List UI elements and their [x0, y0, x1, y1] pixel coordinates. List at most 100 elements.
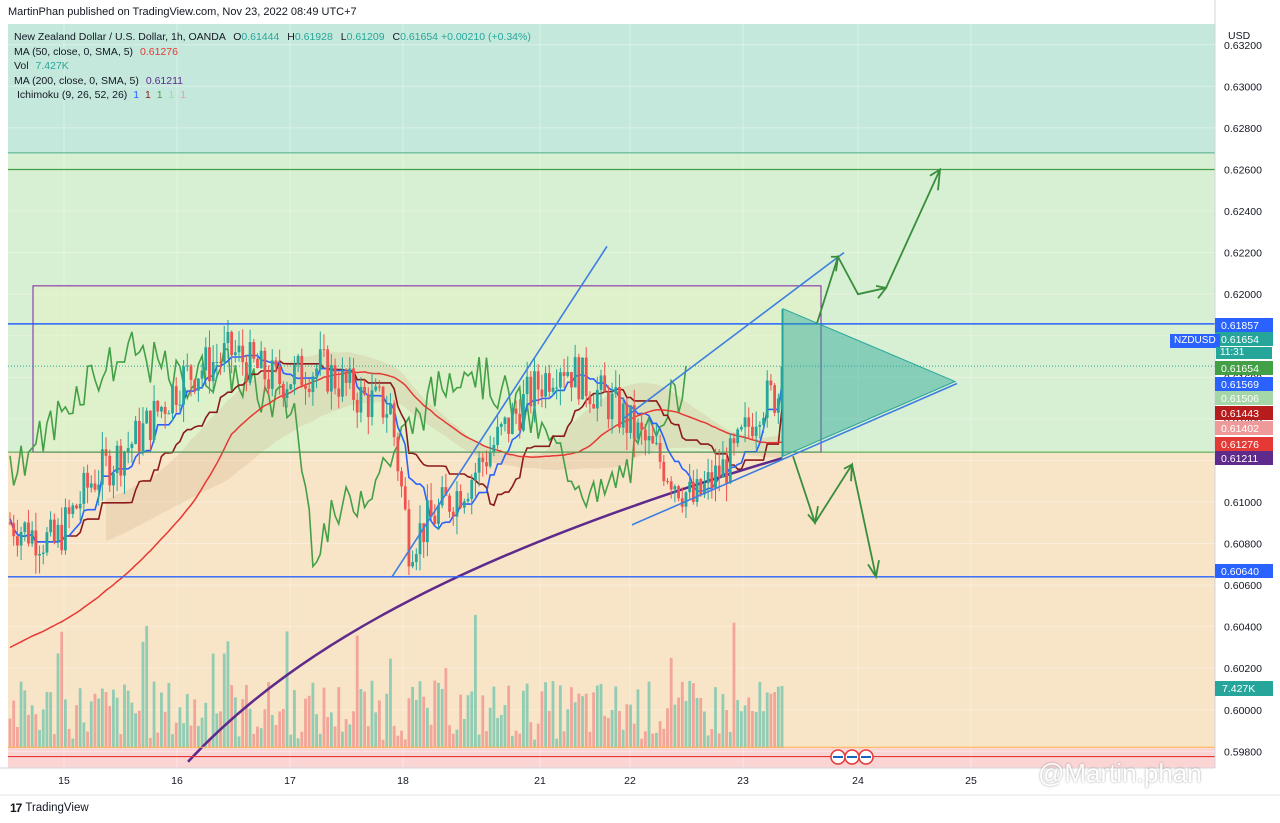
candle-body: [725, 459, 728, 484]
candle-body: [629, 405, 632, 433]
volume-bar: [23, 690, 27, 748]
volume-bar: [134, 713, 137, 748]
volume-bar: [167, 682, 171, 748]
x-tick-label: 18: [397, 775, 409, 787]
candle-body: [355, 399, 359, 413]
candle-body: [23, 522, 27, 533]
candle-body: [610, 393, 614, 420]
volume-bar: [112, 689, 115, 748]
candle-body: [403, 486, 407, 510]
volume-bar: [270, 714, 274, 748]
candle-body: [256, 358, 259, 369]
volume-bar: [222, 653, 226, 748]
tradingview-logo[interactable]: 17 TradingView: [10, 801, 89, 815]
legend-vol-row[interactable]: Vol 7.427K: [14, 59, 531, 74]
candle-body: [267, 379, 270, 389]
volume-bar: [429, 724, 433, 748]
volume-bar: [455, 729, 459, 748]
volume-bar: [584, 693, 588, 748]
volume-bar: [64, 699, 67, 748]
candle-body: [49, 519, 53, 533]
volume-bar: [19, 681, 23, 748]
legend-ma200-row[interactable]: MA (200, close, 0, SMA, 5) 0.61211: [14, 74, 531, 89]
x-tick-label: 25: [965, 775, 977, 787]
candle-body: [540, 389, 544, 397]
volume-bar: [293, 690, 296, 748]
volume-bar: [185, 693, 189, 748]
ichimoku-value-1: 1: [133, 89, 140, 101]
candle-body: [470, 480, 474, 499]
candle-body: [89, 483, 93, 488]
candle-body: [662, 461, 666, 482]
candle-body: [134, 420, 137, 444]
volume-bar: [123, 684, 126, 748]
volume-bar: [374, 712, 378, 748]
candle-body: [555, 387, 559, 389]
volume-bar: [451, 733, 455, 748]
volume-bar: [444, 668, 448, 748]
volume-bar: [67, 728, 71, 748]
volume-bar: [499, 714, 503, 748]
candle-body: [551, 387, 555, 392]
candle-body: [233, 352, 237, 356]
volume-bar: [326, 717, 330, 748]
candle-body: [717, 465, 721, 478]
volume-bar: [189, 725, 193, 748]
volume-bar: [632, 723, 636, 748]
bearish-arrowhead-3: [867, 560, 880, 580]
candle-body: [533, 371, 536, 407]
candle-body: [673, 486, 677, 490]
candle-body: [643, 429, 647, 441]
price-tag-label: 0.61654: [1221, 334, 1259, 346]
volume-bar: [108, 706, 112, 748]
candle-body: [389, 403, 392, 415]
volume-bar: [488, 707, 492, 748]
volume-bar: [52, 734, 56, 748]
candle-body: [780, 366, 784, 410]
close-label: C: [392, 31, 401, 43]
x-tick-label: 24: [852, 775, 864, 787]
legend-ma50-row[interactable]: MA (50, close, 0, SMA, 5) 0.61276: [14, 45, 531, 60]
volume-bar: [296, 738, 300, 748]
candle-body: [208, 347, 211, 382]
candle-body: [728, 438, 732, 484]
tradingview-logo-text: TradingView: [25, 802, 89, 814]
candle-body: [765, 380, 769, 418]
candle-body: [570, 372, 573, 388]
volume-bar: [629, 704, 632, 748]
volume-bar: [226, 641, 230, 748]
candle-body: [108, 455, 112, 486]
volume-bar: [773, 692, 777, 748]
volume-bar: [558, 685, 562, 748]
volume-bar: [348, 724, 352, 748]
volume-bar: [193, 699, 197, 748]
candle-body: [341, 370, 344, 397]
volume-bar: [115, 697, 119, 748]
volume-bar: [758, 681, 762, 748]
candle-body: [773, 385, 777, 413]
volume-bar: [363, 691, 367, 748]
x-tick-label: 15: [58, 775, 70, 787]
volume-bar: [71, 738, 75, 748]
candle-body: [455, 491, 459, 517]
candle-body: [414, 554, 418, 563]
candle-body: [474, 472, 477, 481]
legend-ichimoku-row[interactable]: Ichimoku (9, 26, 52, 26) 1 1 1 1 1: [14, 88, 531, 103]
bullish-scenario-arrow: [816, 169, 941, 324]
candle-body: [8, 522, 12, 524]
candle-body: [86, 472, 89, 488]
volume-bar: [366, 726, 370, 748]
volume-bar: [677, 697, 680, 748]
volume-bar: [544, 682, 547, 748]
volume-bar: [377, 700, 381, 748]
volume-bar: [688, 680, 692, 748]
volume-bar: [352, 711, 355, 748]
volume-bar: [403, 739, 407, 748]
candle-body: [422, 523, 426, 543]
candle-body: [200, 370, 204, 379]
candle-body: [285, 389, 289, 399]
price-tag-bg: [1215, 391, 1273, 405]
candle-body: [581, 357, 584, 400]
volume-bar: [241, 699, 245, 748]
